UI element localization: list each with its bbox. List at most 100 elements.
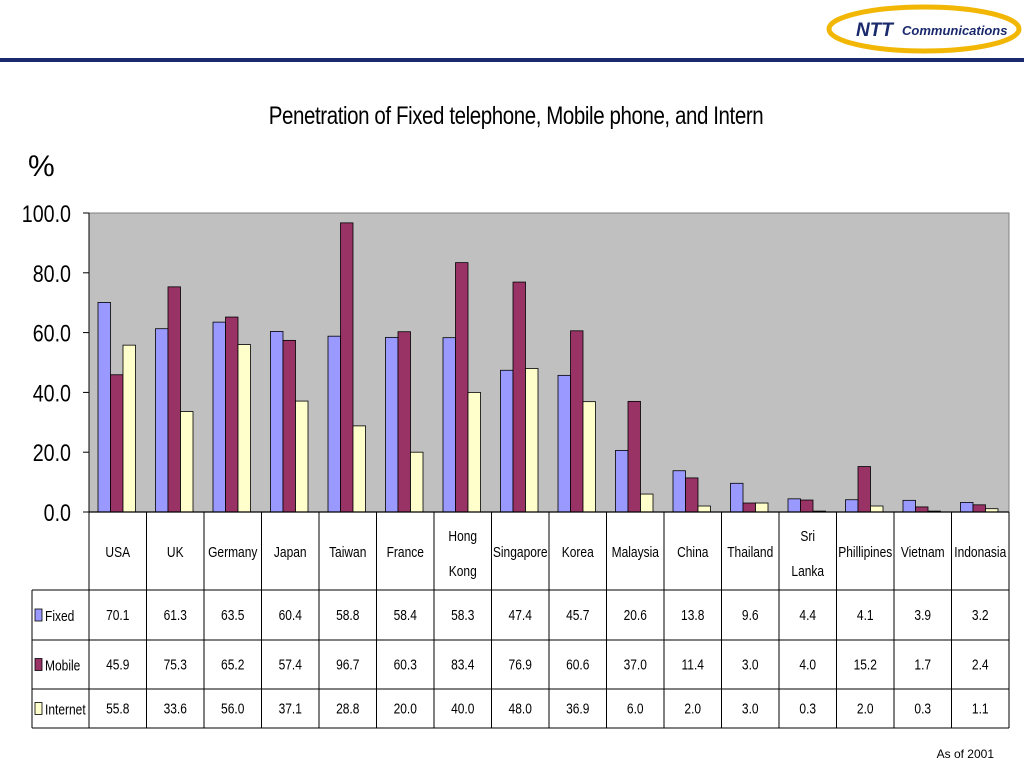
bar-mobile [225, 316, 239, 513]
data-label-mobile: 76.9 [509, 656, 532, 673]
legend-label-fixed: Fixed [45, 608, 74, 625]
bar-mobile [972, 504, 986, 513]
data-label-fixed: 58.4 [394, 607, 418, 624]
data-label-fixed: 45.7 [566, 607, 589, 624]
y-tick-label: 0.0 [44, 499, 71, 526]
as-of-note: As of 2001 [936, 747, 994, 761]
bar-mobile [282, 339, 296, 513]
bar-mobile [685, 477, 699, 513]
bar-mobile [915, 506, 929, 513]
bar-internet [755, 502, 769, 513]
data-label-fixed: 3.9 [914, 607, 931, 624]
data-label-fixed: 63.5 [221, 607, 244, 624]
ntt-communications-logo: NTT Communications [826, 4, 1022, 54]
data-label-mobile: 45.9 [106, 656, 129, 673]
data-label-mobile: 57.4 [279, 656, 303, 673]
y-tick-label: 60.0 [33, 320, 71, 347]
bar-internet [180, 411, 194, 513]
data-label-fixed: 4.4 [799, 607, 816, 624]
x-category-label: Sri [800, 528, 815, 545]
x-category-label: Japan [274, 544, 307, 561]
bar-internet [295, 400, 309, 513]
data-label-internet: 1.1 [972, 700, 989, 717]
legend-swatch-internet [34, 702, 43, 715]
y-tick-label: 80.0 [33, 260, 71, 287]
bar-internet [410, 451, 424, 513]
bar-fixed [557, 374, 571, 513]
data-label-mobile: 83.4 [451, 656, 475, 673]
bar-mobile [110, 374, 124, 513]
bar-fixed [960, 502, 974, 513]
data-label-fixed: 58.8 [336, 607, 359, 624]
data-label-mobile: 1.7 [914, 656, 931, 673]
bar-fixed [787, 498, 801, 513]
bar-internet [525, 368, 539, 513]
x-category-label: Korea [562, 544, 594, 561]
x-category-label: Singapore [493, 544, 548, 561]
bar-fixed [155, 328, 169, 513]
data-label-internet: 55.8 [106, 700, 129, 717]
svg-text:NTT: NTT [856, 20, 894, 41]
bar-fixed [902, 499, 916, 513]
bar-fixed [442, 337, 456, 513]
data-label-mobile: 60.3 [394, 656, 417, 673]
bar-internet [467, 391, 481, 513]
x-category-label: Vietnam [901, 544, 945, 561]
bar-fixed [97, 302, 111, 513]
data-label-internet: 56.0 [221, 700, 245, 717]
x-category-label: Phillipines [838, 544, 892, 561]
data-label-internet: 37.1 [279, 700, 302, 717]
data-label-mobile: 11.4 [682, 656, 705, 673]
data-label-mobile: 37.0 [624, 656, 648, 673]
bar-mobile [512, 281, 526, 513]
data-label-fixed: 13.8 [681, 607, 704, 624]
data-label-internet: 48.0 [509, 700, 533, 717]
x-category-label: USA [105, 544, 130, 561]
bar-mobile [742, 502, 756, 513]
data-label-fixed: 3.2 [972, 607, 989, 624]
data-label-fixed: 9.6 [742, 607, 759, 624]
svg-text:Communications: Communications [902, 23, 1007, 38]
bar-mobile [340, 222, 354, 513]
data-label-mobile: 96.7 [336, 656, 359, 673]
data-label-fixed: 70.1 [106, 607, 129, 624]
data-label-fixed: 58.3 [451, 607, 474, 624]
bar-fixed [845, 499, 859, 513]
bar-mobile [397, 331, 411, 513]
legend-label-mobile: Mobile [45, 657, 80, 674]
bar-fixed [270, 331, 284, 513]
data-label-internet: 0.3 [914, 700, 931, 717]
data-label-internet: 36.9 [566, 700, 589, 717]
bar-fixed [672, 470, 686, 513]
x-category-label: Lanka [791, 563, 824, 580]
bar-mobile [857, 466, 871, 513]
x-category-label: Hong [448, 528, 477, 545]
x-category-label: China [677, 544, 709, 561]
bar-fixed [385, 336, 399, 513]
bar-mobile [167, 286, 181, 513]
bar-mobile [627, 400, 641, 513]
data-label-internet: 6.0 [627, 700, 644, 717]
data-label-internet: 3.0 [742, 700, 759, 717]
y-tick-label: 20.0 [33, 439, 71, 466]
data-label-internet: 20.0 [394, 700, 418, 717]
header-rule [0, 58, 1024, 62]
bar-internet [122, 344, 136, 513]
legend-swatch-fixed [34, 608, 43, 622]
x-category-label: Malaysia [612, 544, 660, 561]
bar-fixed [500, 369, 514, 513]
y-tick-label: 40.0 [33, 380, 71, 407]
bar-internet [697, 505, 711, 513]
data-label-internet: 28.8 [336, 700, 359, 717]
data-label-internet: 0.3 [799, 700, 816, 717]
data-label-mobile: 75.3 [164, 656, 187, 673]
data-label-mobile: 4.0 [799, 656, 816, 673]
chart-title: Penetration of Fixed telephone, Mobile p… [268, 102, 764, 130]
bar-fixed [730, 482, 744, 513]
y-tick-label: 100.0 [22, 200, 71, 227]
data-label-fixed: 20.6 [624, 607, 647, 624]
data-label-fixed: 47.4 [509, 607, 533, 624]
data-label-mobile: 65.2 [221, 656, 244, 673]
legend-swatch-mobile [34, 658, 43, 671]
x-category-label: Taiwan [329, 544, 366, 561]
